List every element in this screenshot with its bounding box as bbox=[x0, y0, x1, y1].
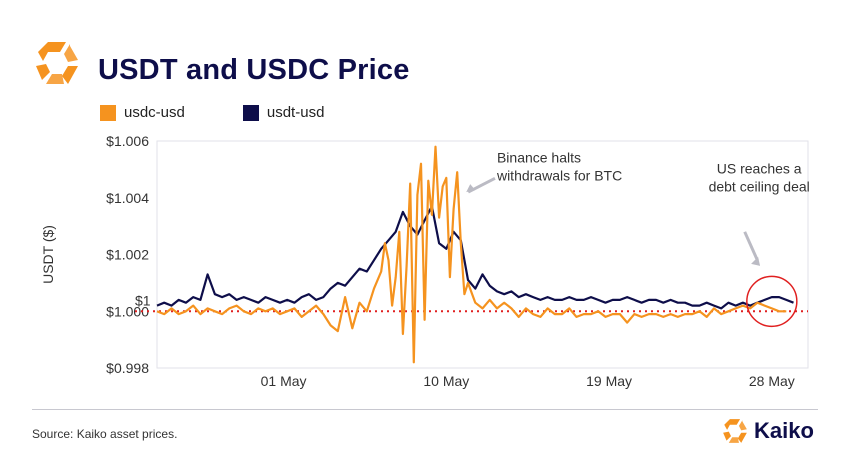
plot-frame bbox=[156, 140, 809, 369]
price-chart: $1.006 $1.004 $1.002 $1.000 $0.998 01 May 10 M… bbox=[40, 133, 810, 389]
legend-item-usdt[interactable]: usdt-usd bbox=[242, 104, 325, 121]
series-line-usdt-usd bbox=[156, 205, 794, 310]
legend-label-usdt: usdt-usd bbox=[266, 104, 325, 121]
annotation-debt-text: debt ceiling deal bbox=[709, 179, 810, 195]
source-note: Source: Kaiko asset prices. bbox=[32, 427, 178, 441]
y-tick-label: $1.002 bbox=[106, 247, 149, 263]
annotation-debt-circle bbox=[746, 275, 798, 328]
annotation-binance-text: withdrawals for BTC bbox=[496, 167, 622, 183]
annotation-binance-text: Binance halts bbox=[497, 149, 581, 165]
brand-mark: Kaiko bbox=[722, 418, 814, 444]
reference-line-label: $1 bbox=[135, 292, 151, 308]
y-tick-label: $1.006 bbox=[106, 133, 149, 149]
legend-item-usdc[interactable]: usdc-usd bbox=[100, 104, 185, 121]
legend-swatch-usdc bbox=[100, 104, 116, 121]
y-tick-label: $1.004 bbox=[106, 190, 149, 206]
annotation-debt-arrow bbox=[743, 231, 759, 261]
footer-divider bbox=[32, 409, 818, 410]
annotation-binance-arrowhead bbox=[466, 184, 476, 193]
legend: usdc-usd usdt-usd bbox=[100, 104, 324, 121]
series-line-usdc-usd bbox=[156, 145, 787, 364]
kaiko-small-logo-icon bbox=[723, 419, 747, 443]
y-tick-label: $0.998 bbox=[106, 360, 149, 376]
legend-label-usdc: usdc-usd bbox=[124, 104, 185, 121]
legend-swatch-usdt bbox=[242, 104, 259, 121]
y-tick-label: $1.000 bbox=[106, 303, 149, 319]
x-tick-label: 28 May bbox=[749, 373, 795, 389]
x-tick-label: 01 May bbox=[261, 373, 307, 389]
annotation-debt-arrowhead bbox=[751, 256, 761, 266]
chart-title: USDT and USDC Price bbox=[98, 54, 410, 86]
y-axis-label: USDT ($) bbox=[40, 225, 56, 284]
x-tick-label: 19 May bbox=[586, 373, 632, 389]
annotation-debt-text: US reaches a bbox=[717, 161, 802, 177]
kaiko-logo-icon bbox=[36, 42, 78, 84]
brand-name: Kaiko bbox=[754, 418, 814, 443]
x-tick-label: 10 May bbox=[423, 373, 469, 389]
